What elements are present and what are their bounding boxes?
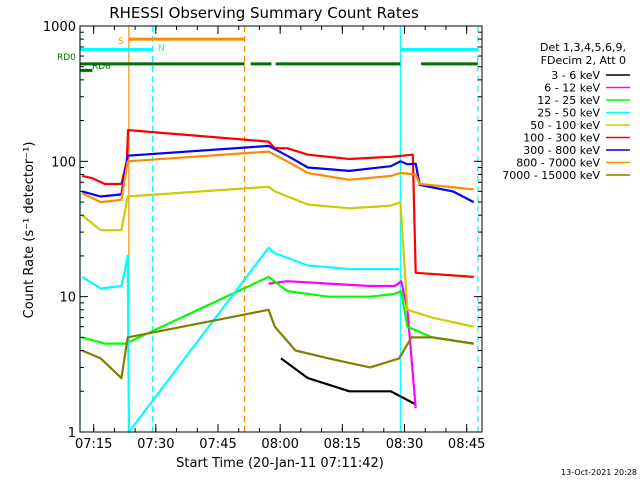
series-line-8 [81,150,474,204]
y-tick-label-2: 100 [51,155,76,170]
legend-label-7: 300 - 800 keV [523,144,600,157]
legend-label-9: 7000 - 15000 keV [502,169,600,182]
x-tick-label-2: 07:45 [199,437,236,452]
x-axis-label: Start Time (20-Jan-11 07:11:42) [176,456,384,471]
flag-label-rd6: RD6 [92,62,111,72]
footer-timestamp: 13-Oct-2021 20:28 [561,468,637,477]
legend-label-4: 25 - 50 keV [537,107,600,120]
series-line-4 [81,246,400,434]
y-tick-label-0: 1 [68,426,76,441]
axes: 1 10 100 1000 07:15 07:30 07:45 08:00 08:15 08:30… [43,20,485,452]
x-tick-label-3: 08:00 [261,437,298,452]
series-line-3 [81,275,474,345]
x-tick-label-1: 07:30 [137,437,174,452]
legend-label-5: 50 - 100 keV [530,119,600,132]
x-tick-label-4: 08:15 [324,437,361,452]
legend-header-0: Det 1,3,4,5,6,9, [540,41,626,54]
plot-area: S N RD0 RD6 [57,26,479,434]
legend: Det 1,3,4,5,6,9,FDecim 2, Att 0 3 - 6 keV… [502,41,630,182]
x-tick-label-0: 07:15 [75,437,112,452]
series-line-1 [280,357,417,406]
flag-label-rd0: RD0 [57,53,76,63]
flag-label-s: S [118,37,124,47]
legend-label-6: 100 - 300 keV [523,132,600,145]
y-tick-label-1: 10 [59,291,76,306]
legend-label-2: 6 - 12 keV [544,82,600,95]
plot-frame [79,25,483,433]
x-tick-label-5: 08:30 [386,437,423,452]
chart-title: RHESSI Observing Summary Count Rates [109,4,419,22]
legend-label-1: 3 - 6 keV [551,69,600,82]
legend-header-1: FDecim 2, Att 0 [541,54,626,67]
legend-label-3: 12 - 25 keV [537,94,600,107]
legend-label-8: 800 - 7000 keV [516,157,600,170]
x-tick-label-6: 08:45 [448,437,485,452]
y-tick-label-3: 1000 [43,20,76,35]
series-line-5 [81,185,474,328]
flag-label-n: N [158,44,165,54]
series-line-9 [81,308,474,380]
y-axis-label: Count Rate (s⁻¹ detector⁻¹) [22,142,37,319]
